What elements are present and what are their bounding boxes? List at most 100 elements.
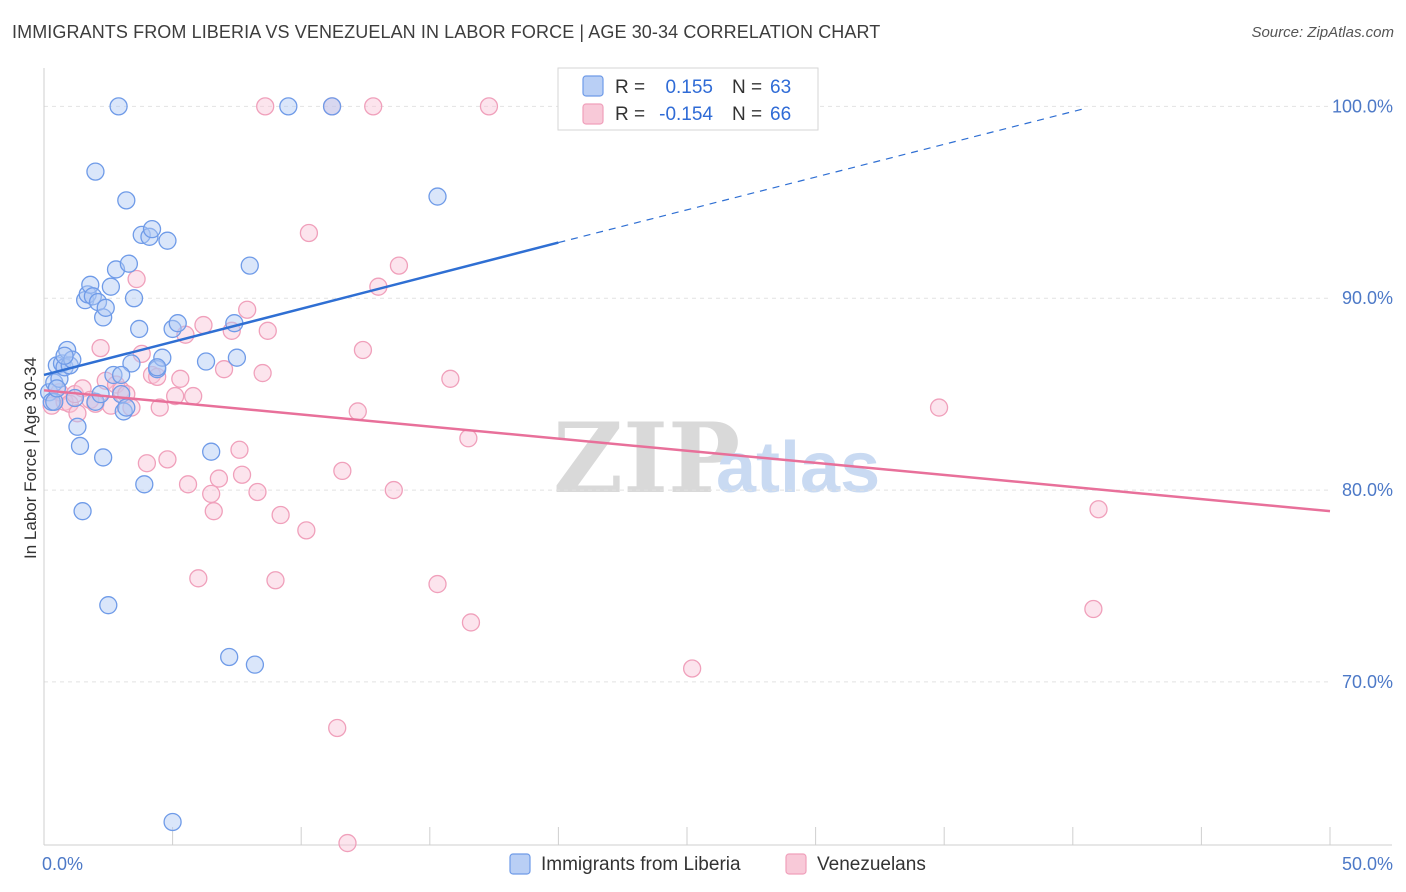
liberia-point: [124, 289, 144, 308]
legend-n-label-1: N =: [732, 77, 762, 98]
venezuelans-point: [60, 394, 79, 413]
venezuelans-point: [209, 469, 229, 488]
venezuelans-point: [461, 613, 481, 632]
bottom-legend-swatch-liberia: [509, 853, 531, 875]
liberia-point: [117, 191, 136, 210]
liberia-point: [119, 254, 139, 273]
venezuelans-point: [299, 223, 319, 243]
liberia-point: [68, 417, 87, 436]
x-tick-label-min: 0.0%: [42, 854, 83, 874]
legend-r-value-1: 0.155: [665, 77, 713, 98]
legend-swatch-liberia: [582, 75, 604, 97]
liberia-point: [202, 442, 221, 461]
venezuelans-point: [384, 480, 403, 500]
liberia-point: [148, 358, 167, 377]
watermark-zip: ZIP: [553, 402, 740, 515]
liberia-point: [83, 287, 103, 306]
liberia-point: [112, 365, 131, 385]
venezuelans-point: [166, 386, 185, 406]
venezuelans-point: [202, 484, 221, 504]
venezuelans-point: [1084, 599, 1103, 619]
liberia-point: [104, 365, 123, 385]
liberia-point: [142, 220, 162, 239]
venezuelans-point: [479, 97, 499, 116]
liberia-point: [240, 256, 259, 275]
venezuelans-point: [364, 97, 383, 116]
venezuelans-trend-line: [43, 389, 1331, 513]
venezuelans-point: [389, 256, 409, 275]
venezuelans-point: [328, 718, 347, 738]
venezuelans-point: [204, 502, 223, 521]
liberia-points: [39, 97, 447, 832]
venezuelans-point: [256, 97, 275, 116]
correlation-legend: R = 0.155 N = 63 R = -0.154 N = 66: [557, 67, 819, 131]
liberia-point: [428, 187, 447, 206]
venezuelans-point: [338, 833, 357, 853]
axes: [43, 68, 1392, 846]
liberia-point: [101, 277, 121, 296]
legend-swatch-venezuelans: [582, 103, 604, 125]
venezuelans-point: [150, 398, 169, 417]
venezuelans-point: [148, 367, 167, 387]
venezuelans-point: [137, 454, 157, 473]
venezuelans-point: [68, 404, 87, 423]
venezuelans-point: [441, 369, 460, 388]
venezuelans-point: [171, 369, 190, 388]
liberia-point: [227, 348, 247, 367]
legend-r-label-2: R =: [615, 104, 645, 125]
legend-n-value-2: 66: [770, 104, 791, 125]
venezuelans-point: [459, 429, 478, 448]
venezuelans-point: [1089, 500, 1108, 519]
legend-r-value-2: -0.154: [659, 104, 713, 125]
liberia-point: [245, 655, 265, 674]
liberia-point: [163, 319, 182, 339]
venezuelans-point: [253, 363, 272, 383]
liberia-point: [158, 231, 177, 250]
venezuelans-point: [297, 521, 316, 540]
bottom-legend-venezuelans: Venezuelans: [817, 854, 926, 875]
liberia-point: [163, 812, 182, 832]
liberia-point: [70, 436, 90, 456]
liberia-point: [130, 319, 149, 339]
venezuelans-point: [232, 465, 252, 484]
source-credit: Source: ZipAtlas.com: [1251, 24, 1394, 41]
bottom-legend-liberia: Immigrants from Liberia: [541, 854, 741, 875]
venezuelans-point: [189, 569, 208, 588]
venezuelans-point: [929, 398, 949, 417]
y-tick-label-90: 90.0%: [1342, 288, 1393, 308]
tick-labels: 70.0% 80.0% 90.0% 100.0% 0.0% 50.0%: [42, 96, 1393, 874]
venezuelans-point: [266, 571, 285, 590]
liberia-trend-line: [43, 241, 559, 377]
venezuelans-point: [353, 340, 373, 360]
liberia-point: [135, 475, 154, 494]
venezuelans-point: [214, 360, 234, 379]
liberia-point: [47, 379, 67, 398]
liberia-point: [109, 97, 128, 116]
venezuelans-point: [428, 574, 447, 594]
venezuelans-point: [238, 300, 257, 319]
x-tick-label-max: 50.0%: [1342, 854, 1393, 874]
liberia-point: [99, 596, 118, 615]
chart-title: IMMIGRANTS FROM LIBERIA VS VENEZUELAN IN…: [12, 22, 881, 42]
liberia-point: [96, 298, 115, 317]
venezuelans-point: [127, 269, 146, 289]
venezuelans-point: [258, 321, 277, 340]
venezuelans-point: [184, 386, 203, 406]
bottom-legend-swatch-venezuelans: [785, 853, 807, 875]
liberia-point: [122, 354, 141, 373]
series-legend: Immigrants from Liberia Venezuelans: [509, 853, 926, 875]
legend-r-label-1: R =: [615, 77, 645, 98]
venezuelans-point: [248, 482, 267, 502]
liberia-point: [81, 275, 100, 294]
gridlines: [44, 105, 1330, 683]
liberia-point: [86, 162, 105, 181]
trend-lines: [43, 107, 1331, 513]
legend-n-value-1: 63: [770, 77, 791, 98]
liberia-point: [55, 346, 74, 365]
y-axis-label: In Labor Force | Age 30-34: [21, 357, 40, 559]
venezuelans-point: [91, 338, 110, 358]
liberia-point: [322, 97, 342, 116]
liberia-point: [153, 348, 172, 367]
y-tick-label-70: 70.0%: [1342, 672, 1393, 692]
